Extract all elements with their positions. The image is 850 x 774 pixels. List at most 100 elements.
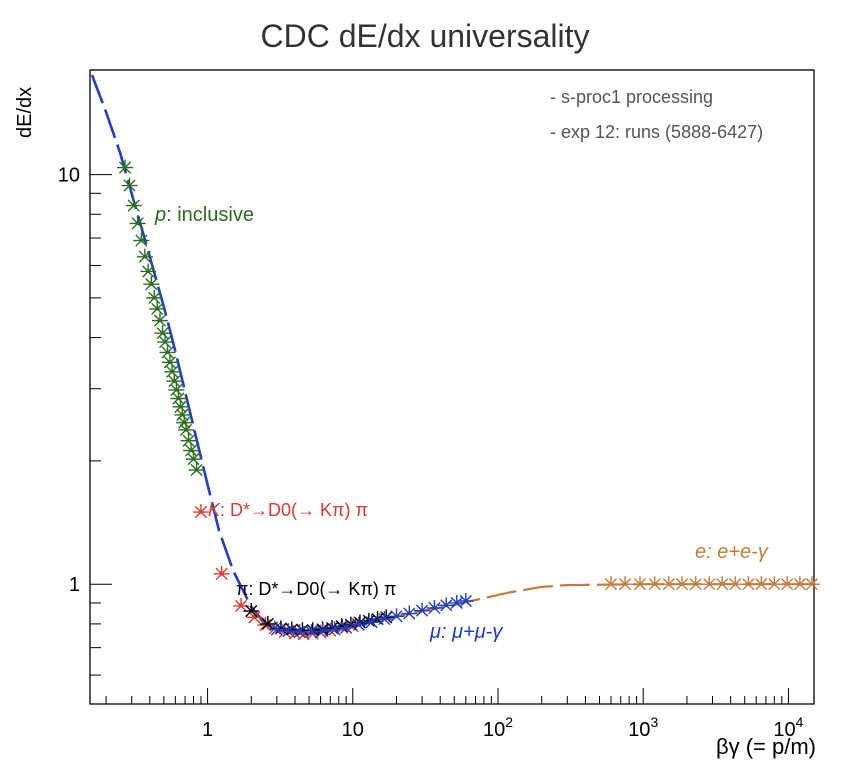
electron-marker — [603, 576, 619, 591]
kaon-marker — [257, 617, 274, 632]
electron-marker — [674, 576, 691, 591]
x-tick-label: 10 — [342, 719, 364, 741]
muon-marker — [414, 602, 431, 617]
muon-marker — [457, 592, 474, 608]
electron-marker — [803, 576, 820, 591]
note-processing: - s-proc1 processing — [550, 87, 714, 107]
x-tick-label: 103 — [628, 714, 658, 741]
pion-label: π: D*→D0(→ Kπ) π — [236, 579, 396, 600]
muon-marker — [426, 599, 443, 615]
electron-marker — [660, 576, 677, 591]
proton-marker — [177, 421, 194, 437]
plot-frame — [89, 69, 815, 705]
proton-marker — [121, 177, 138, 192]
electron-marker — [631, 576, 648, 591]
pion-marker — [294, 622, 311, 637]
muon-marker — [338, 619, 355, 634]
axis-ticks: 1 10 102 103 104 1 10 — [58, 165, 804, 741]
proton-symbol: p — [155, 204, 167, 226]
kaon-marker — [213, 565, 230, 580]
chart-title: CDC dE/dx universality — [260, 18, 590, 54]
muon-marker — [291, 624, 308, 639]
proton-marker — [129, 215, 146, 230]
proton-marker — [180, 432, 197, 447]
kaon-label: K: D*→D0(→ Kπ) π — [208, 500, 368, 521]
muon-marker — [438, 597, 455, 612]
fit-curve-blue — [90, 74, 379, 634]
x-tick-label: 102 — [483, 714, 513, 741]
pion-marker — [360, 612, 377, 627]
proton-marker — [136, 248, 153, 263]
note-runs: - exp 12: runs (5888-6427) — [550, 122, 764, 142]
y-axis-label-text: dE/dx — [14, 86, 36, 138]
kaon-marker — [192, 504, 209, 519]
y-tick-label: 10 — [58, 165, 80, 187]
electron-marker — [727, 576, 744, 591]
proton-marker — [185, 451, 202, 466]
electron-label-text: : e+e-γ — [706, 541, 768, 563]
muon-marker — [401, 605, 418, 620]
kaon-label-text: : D*→D0(→ Kπ) π — [220, 500, 368, 520]
muon-marker — [448, 594, 465, 610]
kaon-marker — [233, 597, 250, 613]
proton-label-text: : inclusive — [166, 204, 254, 226]
proton-marker — [166, 373, 183, 388]
electron-marker — [687, 576, 704, 591]
electron-marker — [740, 576, 757, 591]
electron-marker — [701, 576, 718, 591]
electron-symbol: e — [695, 541, 707, 563]
proton-marker — [172, 398, 189, 413]
muon-marker — [363, 614, 380, 629]
electron-marker — [779, 576, 796, 591]
proton-marker — [157, 334, 174, 349]
proton-marker — [174, 406, 191, 421]
electron-label: e: e+e-γ — [695, 541, 768, 564]
proton-label: p: inclusive — [155, 204, 254, 227]
proton-marker — [140, 263, 157, 278]
kaon-marker — [246, 609, 263, 624]
proton-marker — [164, 363, 181, 378]
proton-marker — [176, 414, 193, 429]
proton-marker — [133, 232, 150, 247]
muon-label-text: : μ+μ-γ — [440, 621, 503, 643]
proton-marker — [149, 300, 166, 315]
pion-marker — [283, 621, 300, 636]
pion-marker — [243, 603, 260, 618]
proton-marker — [151, 312, 168, 327]
proton-marker — [143, 276, 160, 291]
kaon-symbol: K — [208, 500, 221, 520]
pion-symbol: π — [236, 579, 249, 599]
pion-marker — [351, 614, 368, 629]
pion-marker — [259, 615, 276, 631]
muon-marker — [268, 621, 285, 636]
electron-marker — [766, 576, 783, 591]
proton-marker — [188, 462, 205, 477]
muon-marker — [280, 623, 297, 638]
electron-marker — [646, 576, 663, 591]
data-markers — [117, 159, 820, 641]
pion-marker — [272, 620, 289, 635]
muon-marker — [388, 608, 405, 623]
muon-label: μ: μ+μ-γ — [430, 621, 502, 644]
proton-marker — [154, 325, 171, 340]
muon-marker — [376, 611, 393, 626]
proton-marker — [125, 197, 142, 212]
y-axis-label: dE/dx — [14, 87, 37, 138]
proton-marker — [161, 354, 178, 369]
muon-symbol: μ — [430, 621, 441, 643]
pion-marker — [333, 618, 350, 633]
electron-marker — [791, 576, 808, 591]
pion-label-text: : D*→D0(→ Kπ) π — [248, 579, 397, 599]
y-tick-label: 1 — [69, 574, 80, 596]
electron-marker — [753, 576, 770, 591]
muon-marker — [303, 624, 320, 639]
proton-marker — [117, 159, 134, 174]
x-axis-label: βγ (= p/m) — [715, 734, 816, 759]
proton-marker — [170, 390, 187, 405]
proton-marker — [183, 442, 200, 457]
proton-marker — [146, 289, 163, 304]
electron-marker — [714, 576, 731, 591]
proton-marker — [159, 344, 176, 359]
muon-marker — [326, 621, 343, 636]
